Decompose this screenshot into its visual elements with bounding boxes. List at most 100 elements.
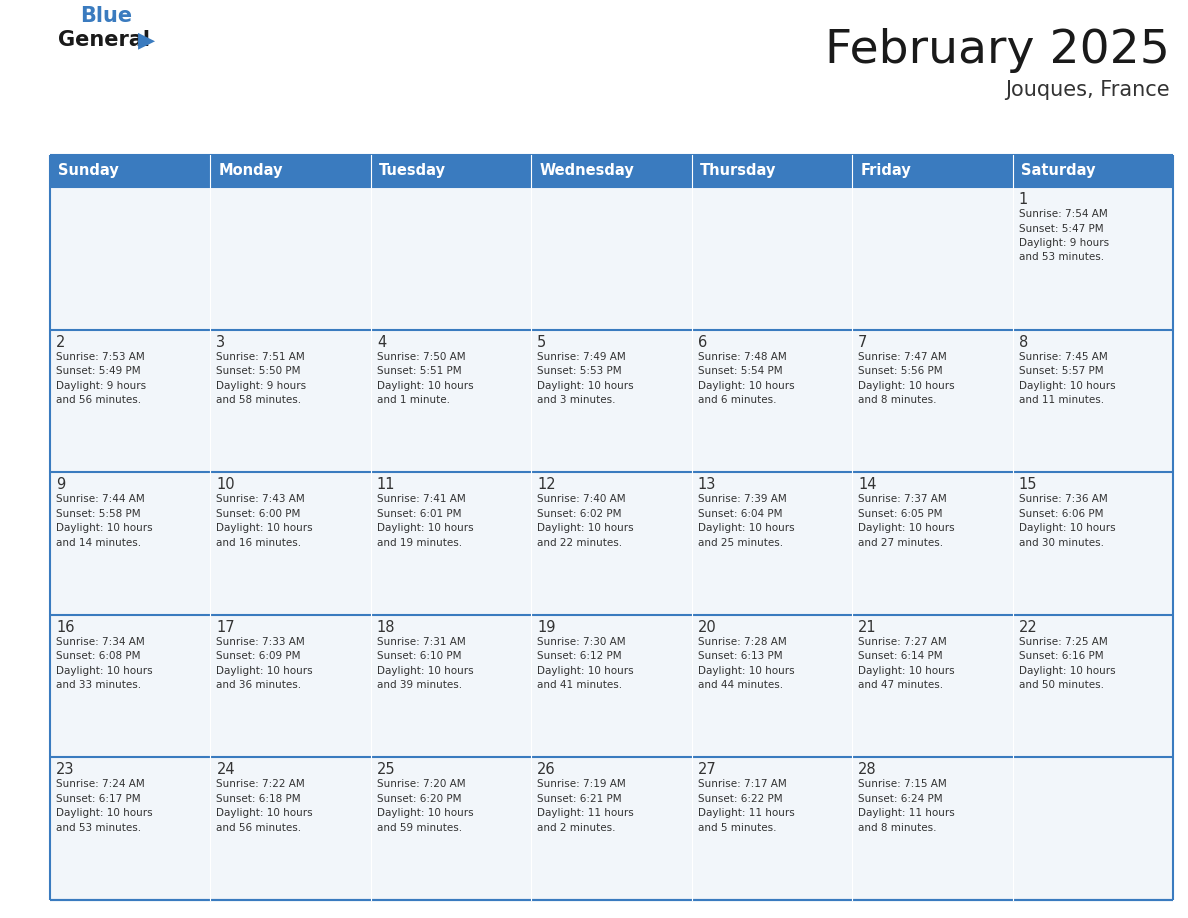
- Text: Sunrise: 7:24 AM: Sunrise: 7:24 AM: [56, 779, 145, 789]
- Bar: [691, 155, 852, 187]
- Bar: [531, 757, 691, 900]
- Text: 6: 6: [697, 334, 707, 350]
- Bar: [50, 187, 210, 330]
- Bar: [531, 187, 691, 330]
- Text: Daylight: 10 hours: Daylight: 10 hours: [377, 666, 474, 676]
- Text: and 41 minutes.: and 41 minutes.: [537, 680, 623, 690]
- Text: Sunday: Sunday: [58, 163, 119, 178]
- Text: Daylight: 9 hours: Daylight: 9 hours: [216, 381, 307, 390]
- Text: Daylight: 10 hours: Daylight: 10 hours: [537, 523, 634, 533]
- Text: Sunrise: 7:28 AM: Sunrise: 7:28 AM: [697, 637, 786, 647]
- Text: 27: 27: [697, 763, 716, 778]
- Text: Daylight: 10 hours: Daylight: 10 hours: [858, 381, 955, 390]
- Bar: [1012, 155, 1173, 187]
- Bar: [691, 615, 852, 757]
- Text: and 33 minutes.: and 33 minutes.: [56, 680, 141, 690]
- Text: Daylight: 10 hours: Daylight: 10 hours: [56, 809, 152, 819]
- Text: Sunset: 6:08 PM: Sunset: 6:08 PM: [56, 651, 140, 661]
- Bar: [50, 330, 210, 472]
- Text: 3: 3: [216, 334, 226, 350]
- Text: Sunrise: 7:50 AM: Sunrise: 7:50 AM: [377, 352, 466, 362]
- Text: 23: 23: [56, 763, 75, 778]
- Text: and 53 minutes.: and 53 minutes.: [1018, 252, 1104, 263]
- Text: Sunset: 6:02 PM: Sunset: 6:02 PM: [537, 509, 621, 519]
- Bar: [1012, 472, 1173, 615]
- Text: and 58 minutes.: and 58 minutes.: [216, 395, 302, 405]
- Text: 16: 16: [56, 620, 75, 635]
- Text: Sunrise: 7:27 AM: Sunrise: 7:27 AM: [858, 637, 947, 647]
- Text: Saturday: Saturday: [1020, 163, 1095, 178]
- Text: Sunrise: 7:48 AM: Sunrise: 7:48 AM: [697, 352, 786, 362]
- Text: Sunset: 6:22 PM: Sunset: 6:22 PM: [697, 794, 783, 804]
- Text: Daylight: 11 hours: Daylight: 11 hours: [537, 809, 634, 819]
- Text: Sunset: 6:20 PM: Sunset: 6:20 PM: [377, 794, 461, 804]
- Text: and 16 minutes.: and 16 minutes.: [216, 538, 302, 548]
- Text: Blue: Blue: [80, 6, 132, 26]
- Text: Sunrise: 7:15 AM: Sunrise: 7:15 AM: [858, 779, 947, 789]
- Bar: [852, 155, 1012, 187]
- Text: and 27 minutes.: and 27 minutes.: [858, 538, 943, 548]
- Text: ▶: ▶: [138, 30, 156, 50]
- Text: and 5 minutes.: and 5 minutes.: [697, 823, 776, 833]
- Text: Daylight: 10 hours: Daylight: 10 hours: [1018, 666, 1116, 676]
- Text: Sunrise: 7:54 AM: Sunrise: 7:54 AM: [1018, 209, 1107, 219]
- Text: Sunrise: 7:47 AM: Sunrise: 7:47 AM: [858, 352, 947, 362]
- Text: Daylight: 10 hours: Daylight: 10 hours: [537, 666, 634, 676]
- Bar: [210, 330, 371, 472]
- Bar: [691, 330, 852, 472]
- Text: and 6 minutes.: and 6 minutes.: [697, 395, 776, 405]
- Text: Sunset: 6:17 PM: Sunset: 6:17 PM: [56, 794, 140, 804]
- Bar: [1012, 330, 1173, 472]
- Text: 12: 12: [537, 477, 556, 492]
- Text: and 22 minutes.: and 22 minutes.: [537, 538, 623, 548]
- Bar: [50, 757, 210, 900]
- Text: Sunrise: 7:33 AM: Sunrise: 7:33 AM: [216, 637, 305, 647]
- Bar: [531, 330, 691, 472]
- Text: General: General: [58, 30, 150, 50]
- Text: Sunrise: 7:40 AM: Sunrise: 7:40 AM: [537, 494, 626, 504]
- Bar: [691, 757, 852, 900]
- Text: 10: 10: [216, 477, 235, 492]
- Text: Sunrise: 7:36 AM: Sunrise: 7:36 AM: [1018, 494, 1107, 504]
- Text: Daylight: 10 hours: Daylight: 10 hours: [216, 666, 314, 676]
- Text: Sunset: 5:53 PM: Sunset: 5:53 PM: [537, 366, 621, 376]
- Text: 14: 14: [858, 477, 877, 492]
- Text: 25: 25: [377, 763, 396, 778]
- Bar: [1012, 757, 1173, 900]
- Text: Daylight: 9 hours: Daylight: 9 hours: [56, 381, 146, 390]
- Text: Sunset: 5:54 PM: Sunset: 5:54 PM: [697, 366, 783, 376]
- Text: Thursday: Thursday: [700, 163, 776, 178]
- Text: and 36 minutes.: and 36 minutes.: [216, 680, 302, 690]
- Text: and 25 minutes.: and 25 minutes.: [697, 538, 783, 548]
- Text: and 11 minutes.: and 11 minutes.: [1018, 395, 1104, 405]
- Text: Daylight: 10 hours: Daylight: 10 hours: [1018, 381, 1116, 390]
- Text: Wednesday: Wednesday: [539, 163, 634, 178]
- Text: and 53 minutes.: and 53 minutes.: [56, 823, 141, 833]
- Text: Friday: Friday: [860, 163, 911, 178]
- Bar: [50, 155, 210, 187]
- Text: Sunrise: 7:34 AM: Sunrise: 7:34 AM: [56, 637, 145, 647]
- Text: Daylight: 10 hours: Daylight: 10 hours: [216, 809, 314, 819]
- Bar: [371, 757, 531, 900]
- Bar: [210, 615, 371, 757]
- Text: and 44 minutes.: and 44 minutes.: [697, 680, 783, 690]
- Text: 1: 1: [1018, 192, 1028, 207]
- Text: Daylight: 10 hours: Daylight: 10 hours: [858, 666, 955, 676]
- Bar: [852, 330, 1012, 472]
- Text: Sunrise: 7:53 AM: Sunrise: 7:53 AM: [56, 352, 145, 362]
- Text: Sunset: 5:58 PM: Sunset: 5:58 PM: [56, 509, 140, 519]
- Text: and 19 minutes.: and 19 minutes.: [377, 538, 462, 548]
- Text: 22: 22: [1018, 620, 1037, 635]
- Text: Sunrise: 7:41 AM: Sunrise: 7:41 AM: [377, 494, 466, 504]
- Text: 28: 28: [858, 763, 877, 778]
- Text: 13: 13: [697, 477, 716, 492]
- Bar: [1012, 615, 1173, 757]
- Text: Sunset: 6:04 PM: Sunset: 6:04 PM: [697, 509, 782, 519]
- Bar: [1012, 187, 1173, 330]
- Text: 4: 4: [377, 334, 386, 350]
- Text: Sunrise: 7:17 AM: Sunrise: 7:17 AM: [697, 779, 786, 789]
- Text: Monday: Monday: [219, 163, 283, 178]
- Text: 7: 7: [858, 334, 867, 350]
- Bar: [371, 330, 531, 472]
- Text: 5: 5: [537, 334, 546, 350]
